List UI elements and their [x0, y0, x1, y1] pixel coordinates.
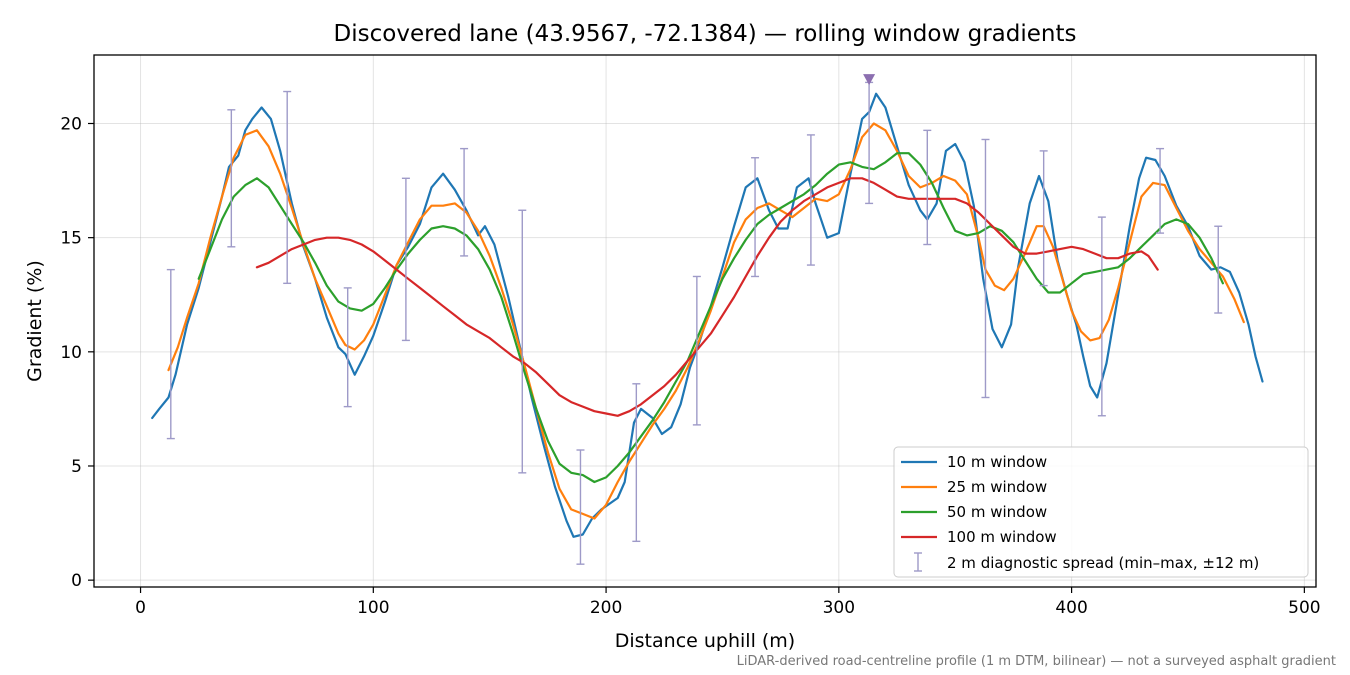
x-tick-label: 0 [135, 598, 146, 618]
y-axis-ticks: 0 5 10 15 20 [60, 114, 94, 591]
marker-layer [863, 74, 876, 86]
legend-label-100m: 100 m window [947, 528, 1057, 546]
diagnostic-spread-bar [923, 129, 932, 246]
diagnostic-spread-bar [576, 449, 585, 565]
diagnostic-spread-bar [981, 138, 990, 399]
plot-frame [93, 54, 1317, 588]
diagnostic-spread-bar [401, 177, 410, 342]
legend-swatch-spread [914, 552, 922, 572]
diagnostic-spread-bar [166, 268, 175, 440]
y-tick-label: 20 [60, 114, 82, 134]
diagnostic-spread-bar [1156, 147, 1165, 234]
chart-title: Discovered lane (43.9567, -72.1384) — ro… [334, 21, 1077, 47]
x-tick-label: 100 [357, 598, 389, 618]
series-line-3 [255, 177, 1159, 417]
footnote: LiDAR-derived road-centreline profile (1… [737, 654, 1336, 669]
x-tick-label: 200 [590, 598, 622, 618]
y-tick-label: 15 [60, 229, 82, 249]
diagnostic-spread-bar [1214, 225, 1223, 314]
y-tick-label: 0 [71, 571, 82, 591]
series-line-2 [197, 152, 1224, 484]
series-layer [151, 92, 1264, 538]
y-axis-label: Gradient (%) [24, 260, 46, 382]
diagnostic-spread-layer [166, 81, 1223, 565]
x-axis-ticks: 0 100 200 300 400 500 [135, 587, 1321, 618]
x-tick-label: 500 [1288, 598, 1320, 618]
legend: 10 m window 25 m window 50 m window 100 … [893, 446, 1309, 578]
legend-label-25m: 25 m window [947, 478, 1047, 496]
diagnostic-spread-bar [283, 90, 292, 285]
diagnostic-spread-bar [518, 209, 527, 474]
diagnostic-spread-bar [865, 81, 874, 205]
legend-box [893, 446, 1309, 578]
legend-label-spread: 2 m diagnostic spread (min–max, ±12 m) [947, 554, 1259, 572]
grid [94, 55, 1316, 587]
x-tick-label: 300 [823, 598, 855, 618]
x-tick-label: 400 [1055, 598, 1087, 618]
diagnostic-spread-bar [751, 157, 760, 278]
diagnostic-spread-bar [1097, 216, 1106, 417]
y-tick-label: 5 [71, 457, 82, 477]
diagnostic-spread-bar [1039, 150, 1048, 287]
diagnostic-spread-bar [632, 383, 641, 543]
series-line-0 [151, 92, 1264, 538]
peak-marker [863, 74, 876, 86]
diagnostic-spread-bar [692, 275, 701, 426]
diagnostic-spread-bar [343, 287, 352, 408]
legend-label-50m: 50 m window [947, 503, 1047, 521]
diagnostic-spread-bar [460, 147, 469, 257]
legend-label-10m: 10 m window [947, 453, 1047, 471]
x-axis-label: Distance uphill (m) [615, 630, 795, 652]
y-tick-label: 10 [60, 343, 82, 363]
diagnostic-spread-bar [806, 134, 815, 266]
diagnostic-spread-bar [227, 109, 236, 248]
